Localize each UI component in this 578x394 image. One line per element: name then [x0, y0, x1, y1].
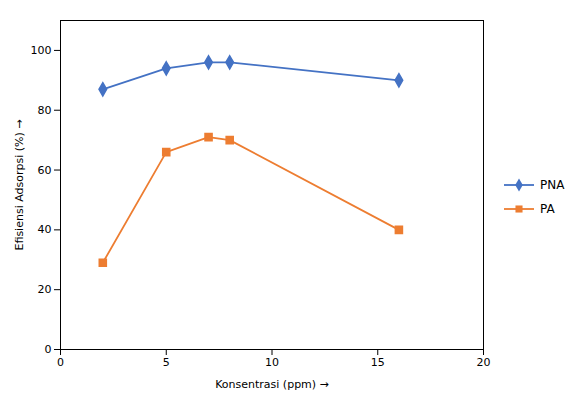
svg-text:40: 40: [38, 223, 52, 236]
svg-text:100: 100: [31, 44, 52, 57]
svg-text:0: 0: [45, 343, 52, 356]
svg-text:5: 5: [163, 356, 170, 369]
html-text:PNA: PNA: [540, 178, 565, 192]
svg-text:60: 60: [38, 164, 52, 177]
svg-text:15: 15: [371, 356, 385, 369]
svg-text:20: 20: [477, 356, 491, 369]
html-text:PA: PA: [540, 202, 555, 216]
svg-text:Konsentrasi (ppm) →: Konsentrasi (ppm) →: [215, 378, 329, 391]
svg-text:80: 80: [38, 104, 52, 117]
svg-text:Efisiensi Adsorpsi (%) →: Efisiensi Adsorpsi (%) →: [13, 119, 26, 250]
svg-text:10: 10: [265, 356, 279, 369]
svg-text:20: 20: [38, 283, 52, 296]
svg-text:0: 0: [57, 356, 64, 369]
